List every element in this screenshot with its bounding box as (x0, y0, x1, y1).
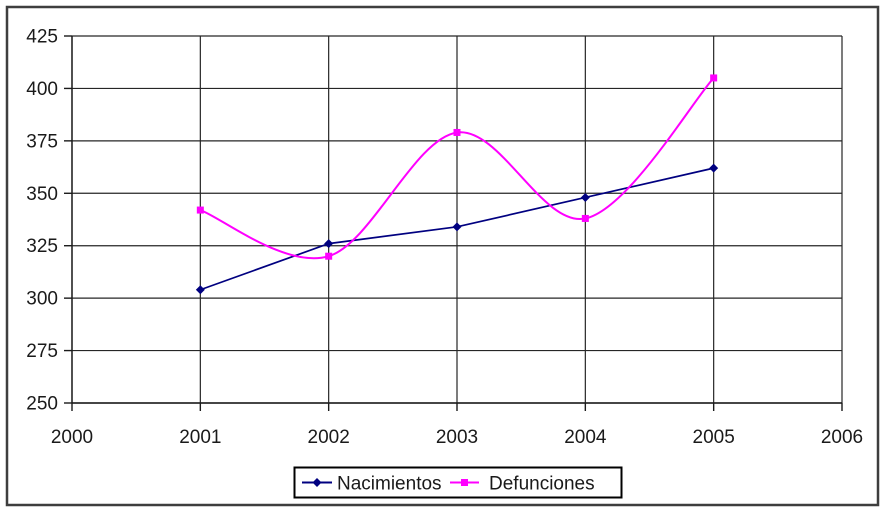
marker-square-defunciones (710, 74, 718, 82)
legend: Nacimientos Defunciones (293, 466, 623, 499)
marker-square-defunciones (581, 214, 589, 222)
x-tick-label: 2002 (308, 427, 350, 448)
y-tick-label: 300 (26, 289, 58, 310)
x-tick-label: 2001 (179, 427, 221, 448)
x-tick-label: 2000 (51, 427, 93, 448)
y-tick-label: 350 (26, 184, 58, 205)
y-tick-label: 400 (26, 79, 58, 100)
marker-diamond-nacimientos (195, 285, 205, 295)
chart-frame (5, 5, 880, 507)
y-tick-label: 375 (26, 131, 58, 152)
legend-label: Defunciones (489, 474, 595, 495)
y-tick-label: 250 (26, 394, 58, 415)
legend-item-nacimientos: Nacimientos (302, 474, 442, 495)
marker-square-defunciones (325, 252, 333, 260)
y-tick-label: 425 (26, 27, 58, 48)
x-tick-label: 2004 (564, 427, 607, 448)
marker-diamond-nacimientos (580, 192, 590, 202)
legend-marker-square (461, 479, 468, 486)
marker-diamond-nacimientos (324, 239, 334, 249)
x-tick-label: 2005 (693, 427, 735, 448)
legend-marker-diamond (312, 478, 322, 487)
legend-item-defunciones: Defunciones (450, 474, 595, 495)
y-tick-label: 325 (26, 236, 58, 257)
marker-square-defunciones (453, 128, 461, 136)
marker-diamond-nacimientos (709, 163, 719, 173)
legend-label: Nacimientos (337, 474, 442, 495)
x-tick-label: 2003 (436, 427, 478, 448)
marker-square-defunciones (196, 206, 204, 214)
marker-diamond-nacimientos (452, 222, 462, 232)
x-tick-label: 2006 (821, 427, 863, 448)
y-tick-label: 275 (26, 341, 58, 362)
